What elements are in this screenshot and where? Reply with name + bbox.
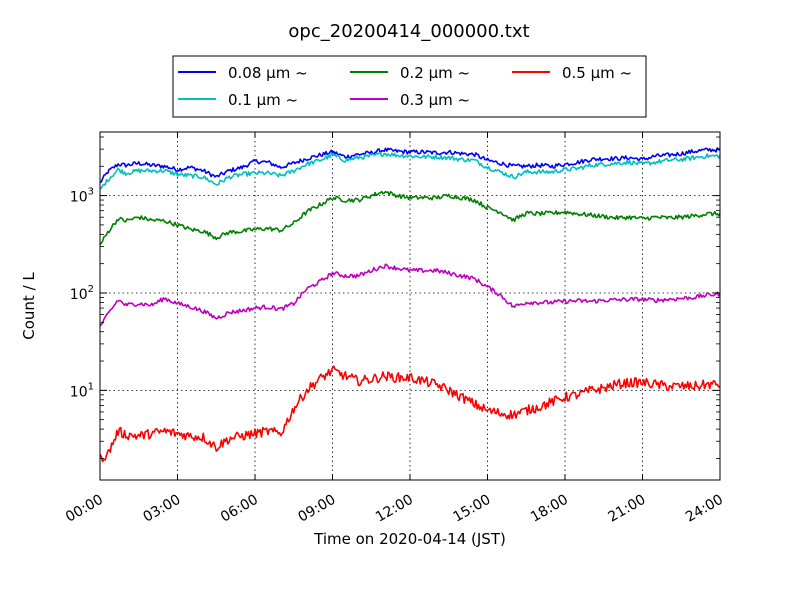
x-tick-label: 15:00 (451, 492, 494, 526)
y-tick-exponent: 1 (88, 381, 94, 392)
y-tick-exponent: 3 (88, 187, 94, 198)
y-tick-base: 10 (70, 287, 88, 303)
x-tick-label: 24:00 (683, 492, 726, 526)
legend: 0.08 μm ~ 0.1 μm ~ 0.2 μm ~ 0.3 μm ~ 0.5 μm … (172, 55, 647, 118)
series-line-4 (99, 365, 721, 463)
series-line-0 (99, 147, 721, 183)
y-tick-base: 10 (70, 190, 88, 206)
legend-box (172, 55, 647, 118)
plot-frame (99, 131, 721, 481)
x-tick-label: 12:00 (373, 492, 416, 526)
legend-label-1: 0.1 μm ~ (228, 91, 298, 109)
y-tick-label: 103 (70, 187, 94, 206)
y-tick-base: 10 (70, 384, 88, 400)
y-tick-exponent: 2 (88, 284, 94, 295)
x-tick-label: 00:00 (63, 492, 106, 526)
x-tick-label: 18:00 (528, 492, 571, 526)
x-tick-label: 06:00 (218, 492, 261, 526)
series-lines (99, 147, 721, 463)
x-axis-label: Time on 2020-04-14 (JST) (313, 530, 506, 548)
series-line-3 (99, 263, 721, 327)
y-axis-label: Count / L (20, 272, 38, 340)
legend-label-0: 0.08 μm ~ (228, 64, 308, 82)
y-tick-label: 102 (70, 284, 94, 303)
series-line-2 (99, 190, 721, 245)
x-tick-label: 09:00 (296, 492, 339, 526)
x-tick-label: 03:00 (141, 492, 184, 526)
x-tick-label: 21:00 (606, 492, 649, 526)
y-tick-label: 101 (70, 381, 94, 400)
legend-label-4: 0.5 μm ~ (562, 64, 632, 82)
legend-label-3: 0.3 μm ~ (400, 91, 470, 109)
legend-label-2: 0.2 μm ~ (400, 64, 470, 82)
chart-title: opc_20200414_000000.txt (288, 21, 529, 42)
series-line-1 (99, 151, 721, 190)
